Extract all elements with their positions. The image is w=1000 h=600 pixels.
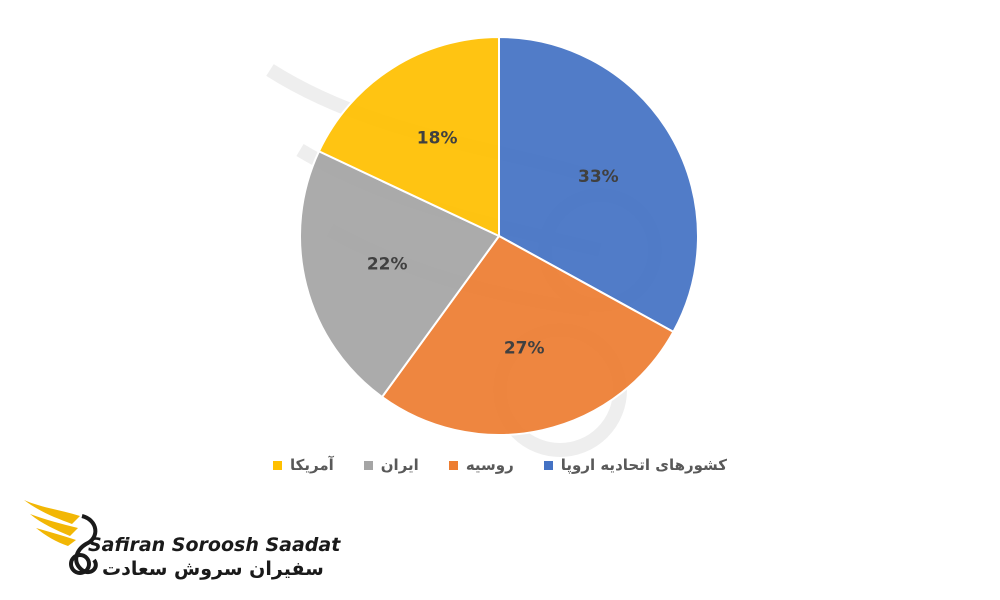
brand-name-en: Safiran Soroosh Saadat xyxy=(88,534,341,556)
slice-data-label-3: 22% xyxy=(367,255,408,275)
pie-slice-4 xyxy=(317,35,500,238)
legend-item-3: ایران xyxy=(363,456,419,474)
legend-swatch xyxy=(273,460,282,470)
legend-item-4: آمریکا xyxy=(273,456,334,474)
brand-name-fa: سفیران سروش سعادت xyxy=(102,558,324,580)
slice-data-label-1: 33% xyxy=(578,167,619,187)
slice-data-label-2: 27% xyxy=(504,339,545,359)
legend-item-2: روسیه xyxy=(448,456,514,474)
pie-slice-2 xyxy=(380,234,675,436)
legend-label: آمریکا xyxy=(290,456,334,474)
legend-swatch xyxy=(448,460,458,470)
legend: کشورهای اتحادیه اروپا روسیه ایران آمریکا xyxy=(0,456,1000,474)
pie-slice-1 xyxy=(498,35,699,334)
legend-swatch xyxy=(363,460,373,470)
slice-data-label-4: 18% xyxy=(417,129,458,149)
legend-swatch xyxy=(543,460,553,470)
legend-item-1: کشورهای اتحادیه اروپا xyxy=(543,456,728,474)
legend-label: کشورهای اتحادیه اروپا xyxy=(560,456,728,474)
wing-icon xyxy=(24,500,98,575)
legend-label: ایران xyxy=(380,456,419,474)
legend-label: روسیه xyxy=(465,456,514,474)
brand-logo: Safiran Soroosh Saadat سفیران سروش سعادت xyxy=(22,498,340,588)
